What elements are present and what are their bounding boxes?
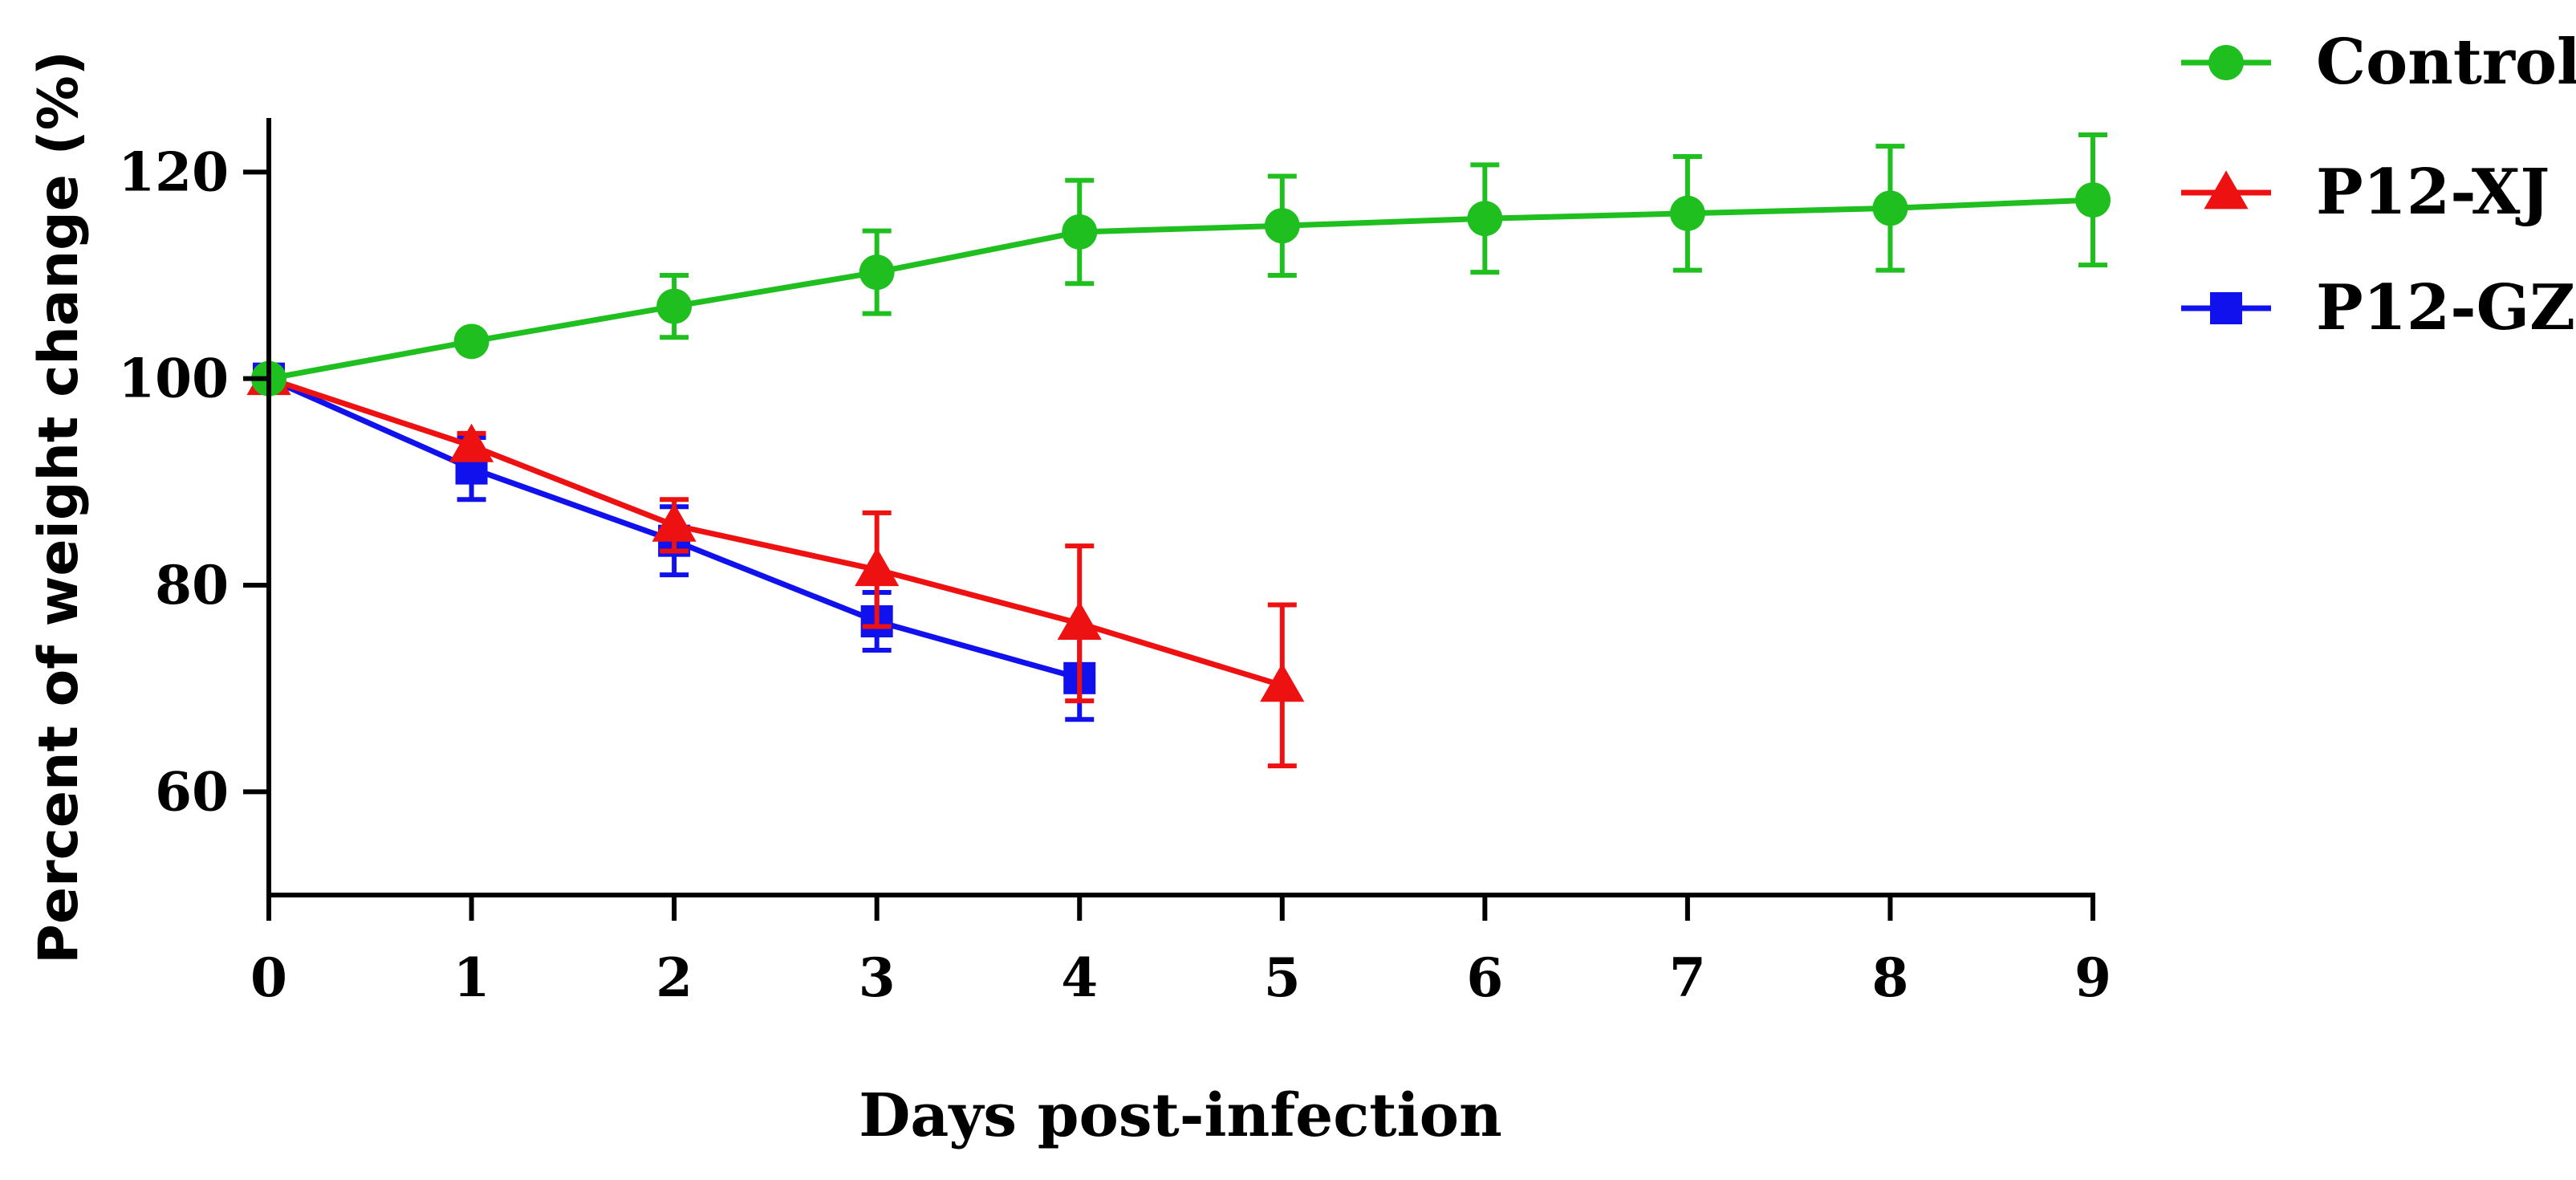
point-control-1: [453, 323, 490, 360]
y-tick-label-60: 60: [155, 760, 229, 823]
point-control-3: [859, 254, 895, 291]
y-tick-label-80: 80: [155, 554, 229, 616]
x-tick-label-6: 6: [1466, 946, 1503, 1009]
legend-label-control: Control: [2316, 26, 2576, 99]
point-control-7: [1669, 195, 1705, 231]
legend-label-p12-gz: P12-GZ: [2316, 271, 2575, 344]
point-control-4: [1062, 214, 1098, 250]
series-line-control: [268, 197, 2094, 382]
series-control: [251, 132, 2111, 397]
x-tick-label-8: 8: [1871, 946, 1908, 1009]
y-tick-label-120: 120: [118, 140, 229, 203]
y-tick-label-100: 100: [118, 348, 229, 410]
x-tick-label-2: 2: [656, 946, 693, 1009]
point-control-6: [1467, 201, 1503, 237]
point-control-2: [656, 288, 693, 324]
point-p12-xj-3: [855, 547, 900, 587]
point-p12-xj-5: [1260, 663, 1305, 702]
x-tick-label-3: 3: [859, 946, 896, 1009]
legend-marker-p12-xj: [2204, 170, 2249, 210]
x-axis-ticks: 0 1 2 3 4 5 6 7 8 9: [250, 895, 2111, 1009]
point-p12-xj-1: [449, 423, 494, 462]
legend-label-p12-xj: P12-XJ: [2316, 156, 2550, 229]
series-line-p12-xj: [267, 376, 1283, 689]
x-tick-label-1: 1: [453, 946, 490, 1009]
x-tick-label-0: 0: [250, 946, 287, 1009]
x-tick-label-9: 9: [2074, 946, 2111, 1009]
legend-marker-control: [2208, 45, 2244, 80]
point-control-9: [2075, 182, 2111, 218]
y-axis-ticks: 60 80 100 120: [118, 140, 269, 823]
legend: Control P12-XJ P12-GZ: [2181, 26, 2576, 344]
point-p12-xj-2: [652, 503, 697, 542]
x-tick-label-4: 4: [1061, 946, 1098, 1009]
point-control-5: [1264, 208, 1300, 244]
point-control-8: [1872, 190, 1908, 226]
x-tick-label-5: 5: [1264, 946, 1301, 1009]
series-p12-xj: [246, 356, 1305, 769]
point-p12-xj-4: [1057, 601, 1102, 641]
y-axis-title: Percent of weight change (%): [27, 51, 91, 964]
x-axis-title: Days post-infection: [859, 1081, 1502, 1150]
plot-area: [246, 132, 2111, 769]
x-tick-label-7: 7: [1669, 946, 1706, 1009]
legend-marker-p12-gz: [2210, 292, 2242, 324]
